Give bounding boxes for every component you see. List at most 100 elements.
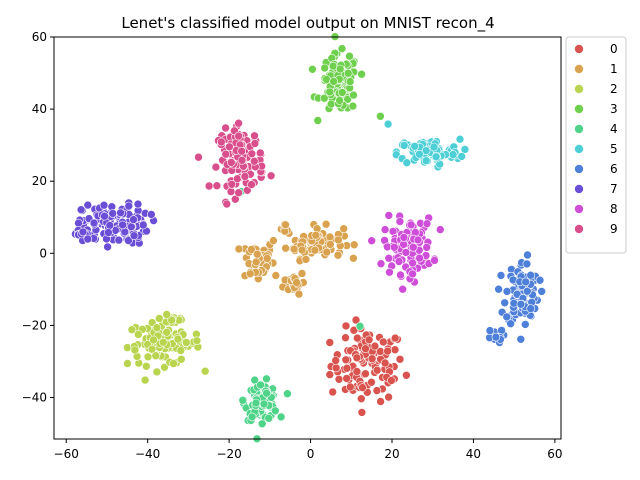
point-class-4	[259, 399, 269, 409]
point-class-1	[281, 220, 290, 230]
point-class-7	[76, 205, 86, 214]
x-tick-label: −40	[135, 447, 160, 461]
x-axis: −60 −40 −20 0 20 40 60	[54, 439, 563, 461]
point-class-5	[421, 146, 431, 155]
point-class-2	[143, 352, 153, 362]
point-class-9	[247, 180, 256, 189]
point-class-4	[355, 321, 365, 331]
point-class-0	[372, 365, 382, 375]
point-class-3	[313, 116, 323, 125]
point-class-4	[256, 380, 265, 390]
point-class-6	[497, 326, 506, 335]
legend-marker	[574, 144, 584, 154]
legend-label: 6	[610, 162, 618, 176]
point-class-0	[395, 354, 405, 364]
point-class-0	[342, 363, 352, 373]
point-class-0	[378, 337, 388, 347]
point-class-0	[349, 325, 359, 335]
point-class-0	[358, 383, 367, 392]
point-class-6	[502, 287, 512, 296]
point-class-5	[460, 145, 470, 154]
y-axis: −40 −20 0 20 40 60	[22, 30, 54, 405]
y-tick-label: 0	[39, 246, 47, 260]
point-class-9	[237, 156, 247, 165]
point-class-1	[334, 235, 343, 245]
point-class-5	[455, 134, 465, 144]
point-class-2	[155, 314, 164, 323]
point-class-4	[238, 395, 248, 405]
point-class-7	[129, 231, 139, 240]
point-class-9	[211, 162, 221, 172]
point-class-9	[226, 187, 236, 196]
point-class-5	[457, 152, 467, 161]
point-class-8	[367, 236, 377, 245]
point-class-0	[361, 369, 370, 379]
point-class-0	[402, 370, 411, 380]
legend-label: 2	[610, 82, 618, 96]
legend-marker	[574, 224, 584, 234]
point-class-6	[526, 270, 536, 280]
point-class-2	[173, 334, 183, 344]
point-class-0	[352, 367, 362, 376]
point-class-1	[292, 278, 301, 287]
point-class-0	[380, 358, 390, 368]
point-class-7	[129, 215, 138, 224]
point-class-9	[237, 146, 246, 156]
point-class-4	[247, 412, 257, 422]
point-class-7	[78, 227, 88, 237]
point-class-6	[537, 287, 547, 296]
point-class-7	[127, 222, 136, 231]
legend-item-0: 0	[574, 42, 618, 56]
point-class-7	[89, 218, 99, 228]
point-class-2	[152, 367, 162, 377]
point-class-8	[399, 233, 409, 242]
legend-label: 3	[610, 102, 618, 116]
point-class-5	[415, 149, 424, 159]
point-class-0	[372, 386, 382, 395]
point-class-4	[262, 374, 271, 384]
point-class-0	[352, 333, 362, 343]
point-class-9	[212, 181, 222, 190]
point-class-1	[251, 257, 261, 267]
legend-item-9: 9	[574, 222, 618, 236]
point-class-9	[250, 131, 259, 141]
point-class-2	[162, 327, 171, 337]
point-class-2	[192, 336, 202, 346]
point-class-9	[247, 149, 257, 159]
series-4	[236, 187, 365, 444]
point-class-9	[225, 142, 234, 152]
scatter-points	[71, 32, 547, 444]
legend-item-8: 8	[574, 202, 618, 216]
point-class-0	[361, 344, 370, 354]
point-class-8	[430, 256, 439, 265]
point-class-8	[408, 258, 417, 268]
point-class-9	[221, 149, 231, 159]
point-class-0	[334, 374, 344, 384]
point-class-0	[325, 338, 335, 347]
point-class-1	[325, 240, 335, 249]
legend-item-6: 6	[574, 162, 618, 176]
point-class-3	[328, 61, 338, 71]
x-tick-label: −20	[216, 447, 241, 461]
point-class-2	[182, 338, 191, 347]
point-class-7	[108, 209, 117, 218]
point-class-5	[431, 152, 441, 162]
legend-label: 0	[610, 42, 618, 56]
legend-item-4: 4	[574, 122, 618, 136]
point-class-6	[496, 271, 506, 280]
point-class-6	[516, 299, 526, 309]
point-class-3	[337, 44, 347, 53]
point-class-1	[252, 249, 262, 259]
series-2	[123, 310, 210, 385]
point-class-3	[325, 87, 335, 97]
point-class-5	[391, 150, 401, 159]
point-class-7	[83, 234, 93, 244]
point-class-6	[506, 319, 515, 329]
point-class-9	[217, 137, 226, 147]
legend-label: 4	[610, 122, 618, 136]
point-class-6	[500, 298, 510, 308]
point-class-1	[322, 247, 332, 257]
point-class-8	[422, 219, 432, 228]
legend-label: 5	[610, 142, 618, 156]
point-class-7	[116, 208, 125, 218]
